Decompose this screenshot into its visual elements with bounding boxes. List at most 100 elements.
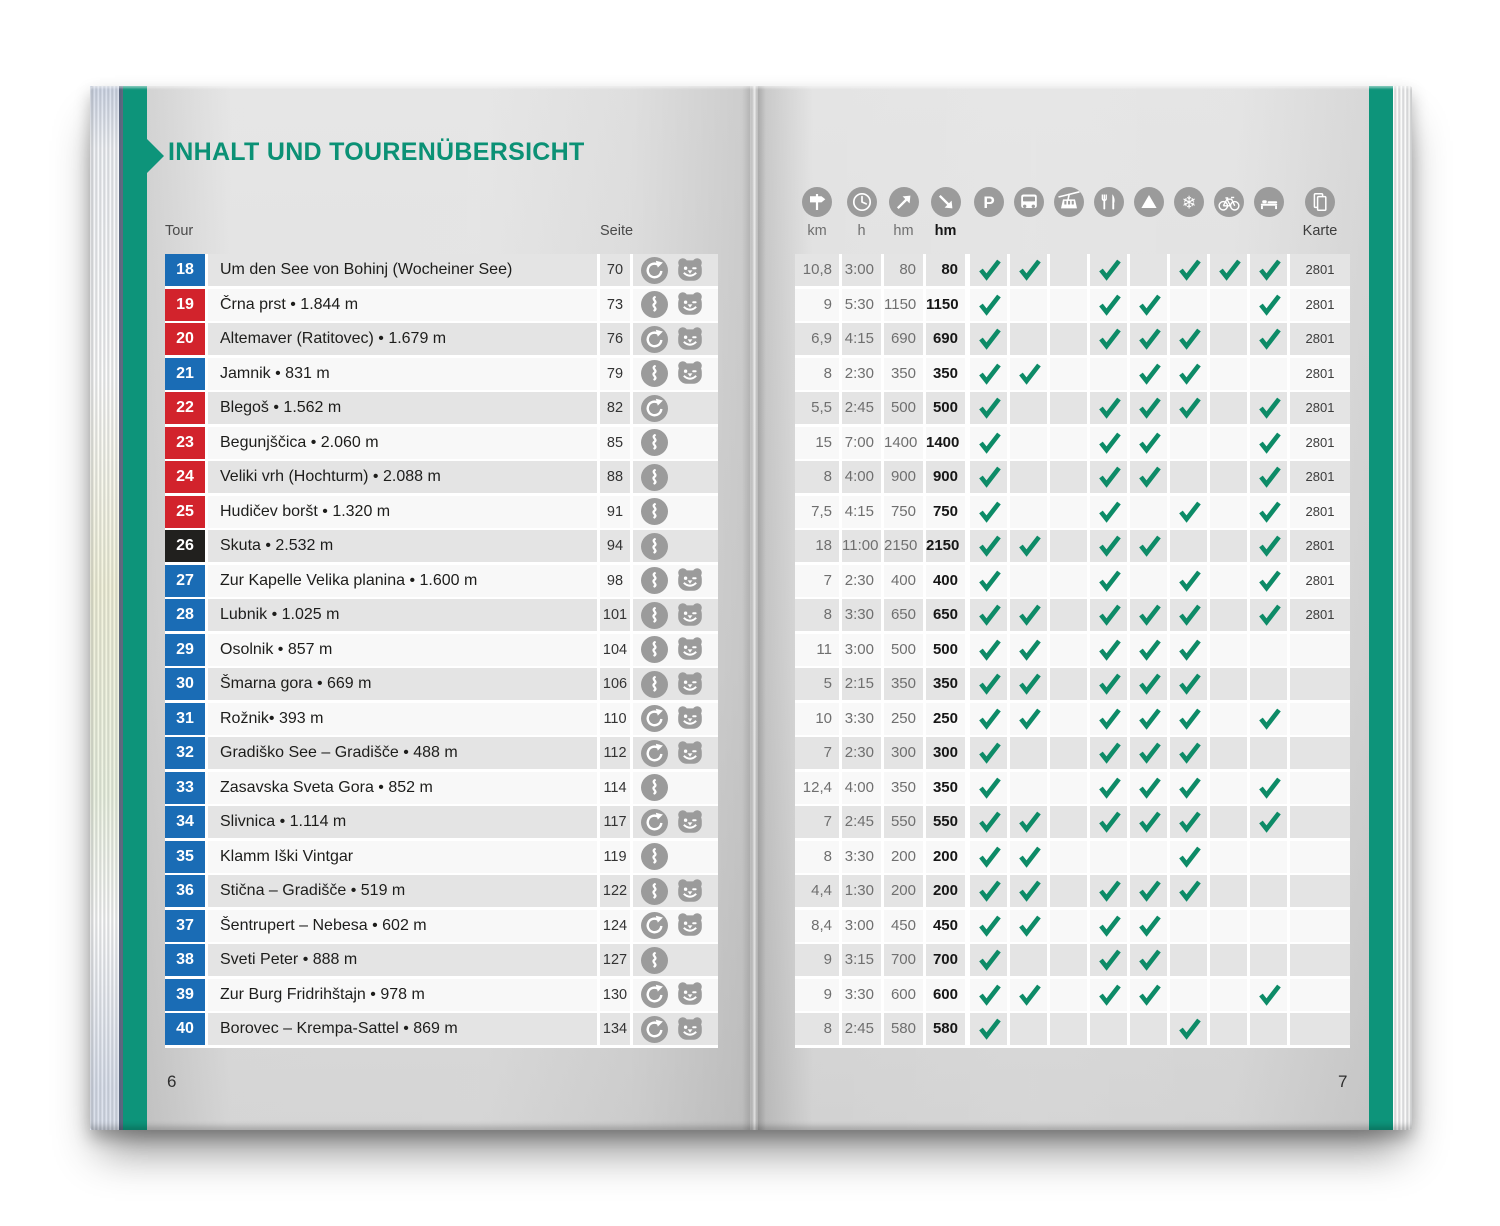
tour-type-icons-cell	[633, 461, 718, 493]
check-cell-bus	[1010, 737, 1047, 769]
loop-route-icon	[641, 325, 668, 356]
checkmark-icon	[1257, 707, 1281, 735]
check-cell-winter	[1170, 599, 1207, 631]
check-cell-parking	[970, 806, 1007, 838]
check-cell-bus	[1010, 392, 1047, 424]
line-route-icon	[641, 636, 668, 666]
tour-type-icons-cell	[633, 1013, 718, 1045]
check-cell-bike	[1210, 357, 1247, 390]
tour-ascent-value: 600	[884, 978, 923, 1011]
checkmark-icon	[977, 741, 1001, 769]
tour-km-value: 10	[795, 702, 839, 735]
karte-label: Karte	[1302, 223, 1338, 239]
tour-hours-value: 11:00	[842, 530, 881, 562]
tour-name: Gradiško See – Gradišče • 488 m	[208, 737, 597, 769]
check-cell-winter	[1170, 668, 1207, 700]
checkmark-icon	[1177, 707, 1201, 735]
checkmark-icon	[1017, 845, 1041, 873]
check-cell-peak	[1130, 702, 1167, 735]
tour-stats-row: 4,4 1:30 200 200	[795, 875, 1350, 910]
parking-icon: P	[973, 187, 1004, 217]
tour-descent-value: 900	[926, 461, 965, 493]
family-bear-icon	[676, 326, 703, 356]
line-route-icon	[641, 774, 668, 804]
cablecar-icon	[1053, 187, 1084, 217]
check-cell-winter	[1170, 288, 1207, 321]
tour-hours-value: 1:30	[842, 875, 881, 907]
checkmark-icon	[1017, 638, 1041, 666]
check-cell-winter	[1170, 392, 1207, 424]
tour-ascent-value: 250	[884, 702, 923, 735]
tour-hours-value: 3:30	[842, 978, 881, 1011]
tour-type-icons-cell	[633, 806, 718, 838]
tour-number-badge: 37	[165, 909, 205, 942]
tour-type-icons-cell	[633, 530, 718, 562]
checkmark-icon	[1137, 638, 1161, 666]
tour-map-number	[1290, 1013, 1350, 1045]
tour-km-value: 8	[795, 1013, 839, 1045]
checkmark-icon	[977, 396, 1001, 424]
check-cell-cablecar	[1050, 909, 1087, 942]
checkmark-icon	[1257, 810, 1281, 838]
checkmark-icon	[1177, 672, 1201, 700]
line-route-icon	[641, 670, 668, 701]
tour-name: Šmarna gora • 669 m	[208, 668, 597, 700]
family-bear-icon	[676, 360, 703, 390]
checkmark-icon	[1257, 293, 1281, 321]
tour-stats-row: 8 3:30 200 200	[795, 840, 1350, 875]
tour-map-number	[1290, 840, 1350, 873]
check-cell-cablecar	[1050, 737, 1087, 769]
checkmark-icon	[977, 327, 1001, 355]
checkmark-icon	[1137, 293, 1161, 321]
check-cell-restaurant	[1090, 530, 1127, 562]
tour-page-number: 106	[600, 668, 630, 700]
tour-ascent-value: 500	[884, 392, 923, 424]
tour-map-number	[1290, 633, 1350, 666]
check-cell-cablecar	[1050, 288, 1087, 321]
tour-number-badge: 19	[165, 288, 205, 321]
checkmark-icon	[1257, 569, 1281, 597]
tour-map-number: 2801	[1290, 254, 1350, 286]
tour-name: Črna prst • 1.844 m	[208, 288, 597, 321]
checkmark-icon	[1097, 569, 1121, 597]
tour-ascent-value: 300	[884, 737, 923, 769]
check-cell-parking	[970, 357, 1007, 390]
checkmark-icon	[1257, 327, 1281, 355]
tour-descent-value: 2150	[926, 530, 965, 562]
loop-route-icon	[641, 808, 668, 839]
tour-column-header: Tour	[165, 223, 194, 239]
check-cell-bike	[1210, 840, 1247, 873]
tour-stats-row: 8 2:30 350 350 2801	[795, 357, 1350, 392]
tour-row: 24 Veliki vrh (Hochturm) • 2.088 m 88	[165, 461, 718, 496]
tour-stats-row: 8 4:00 900 900 2801	[795, 461, 1350, 496]
tour-type-icons-cell	[633, 875, 718, 907]
checkmark-icon	[1017, 983, 1041, 1011]
tour-page-number: 79	[600, 357, 630, 390]
check-cell-bike	[1210, 978, 1247, 1011]
tour-stats-row: 12,4 4:00 350 350	[795, 771, 1350, 806]
right-page-number: 7	[1338, 1072, 1348, 1091]
clock-icon	[846, 187, 877, 217]
checkmark-icon	[1017, 810, 1041, 838]
tour-hours-value: 4:15	[842, 495, 881, 528]
tour-km-value: 15	[795, 426, 839, 459]
tour-map-number: 2801	[1290, 461, 1350, 493]
line-route-icon	[641, 532, 668, 563]
checkmark-icon	[1097, 914, 1121, 942]
tour-type-icons-cell	[633, 909, 718, 942]
checkmark-icon	[1177, 845, 1201, 873]
checkmark-icon	[977, 465, 1001, 493]
check-cell-parking	[970, 564, 1007, 597]
tour-type-icons-cell	[633, 633, 718, 666]
tour-stats-row: 8 3:30 650 650 2801	[795, 599, 1350, 634]
check-cell-peak	[1130, 392, 1167, 424]
checkmark-icon	[977, 914, 1001, 942]
check-cell-cablecar	[1050, 461, 1087, 493]
tour-hours-value: 3:30	[842, 702, 881, 735]
loop-route-icon	[641, 912, 668, 942]
check-cell-bed	[1250, 323, 1287, 355]
tour-ascent-value: 750	[884, 495, 923, 528]
tour-number-badge: 18	[165, 254, 205, 286]
tour-km-value: 7,5	[795, 495, 839, 528]
tour-stats-row: 5 2:15 350 350	[795, 668, 1350, 703]
